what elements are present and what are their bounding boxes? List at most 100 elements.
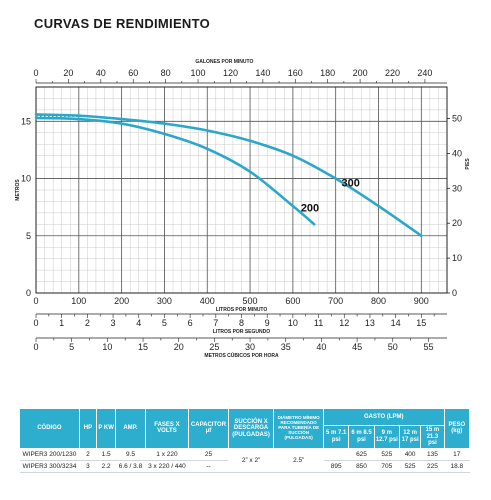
cell-g12: 525 [399, 460, 421, 473]
header-gasto: GASTO (LPM) [323, 408, 445, 426]
y-right-tick-label: 50 [452, 114, 462, 124]
top-tick-label: 40 [96, 68, 106, 78]
cell-p-kw: 1.5 [96, 448, 116, 461]
series-line-300 [34, 113, 423, 238]
top-tick-label: 140 [255, 68, 270, 78]
top-tick-label: 20 [63, 68, 73, 78]
lps-tick-label: 6 [188, 318, 193, 328]
cell-peso: 18.8 [444, 460, 470, 473]
cell-hp: 3 [79, 460, 97, 473]
x-tick-label: 400 [200, 296, 215, 306]
y-right-axis-label: PIES [465, 158, 471, 170]
top-tick-label: 240 [417, 68, 432, 78]
x-tick-label: 500 [243, 296, 258, 306]
header-codigo: CÓDIGO [19, 408, 80, 449]
lps-tick-label: 13 [365, 318, 375, 328]
top-tick-label: 180 [320, 68, 335, 78]
m3h-tick-label: 5 [69, 342, 74, 352]
x-tick-label: 800 [371, 296, 386, 306]
table-row: WIPER3 200/1230 2 1.5 9.5 1 x 220 25 2” … [19, 448, 470, 473]
header-diametro: DIÁMETRO MÍNIMO RECOMENDADO PARA TUBERÍA… [273, 408, 324, 449]
x-tick-label: 300 [157, 296, 172, 306]
header-hp: HP [78, 408, 98, 449]
x-axis-label: LITROS POR MINUTO [216, 307, 268, 313]
series-line-200 [34, 116, 316, 226]
cell-g9: 705 [374, 460, 400, 473]
header-gasto-9m: 9 m 12.7 psi [373, 425, 400, 449]
cell-g15: 135 [420, 448, 445, 461]
y-axis-label: METROS [15, 179, 21, 201]
top-tick-label: 200 [353, 68, 368, 78]
header-gasto-5m: 5 m 7.1 psi [322, 425, 350, 449]
m3h-tick-label: 55 [423, 342, 433, 352]
top-tick-label: 120 [223, 68, 238, 78]
top-axis-label: GALONES POR MINUTO [195, 59, 253, 65]
lps-tick-label: 4 [136, 318, 141, 328]
header-amp: AMP. [115, 408, 146, 449]
x-tick-label: 600 [285, 296, 300, 306]
lps-tick-label: 8 [239, 318, 244, 328]
lps-tick-label: 15 [416, 318, 426, 328]
lps-tick-label: 9 [265, 318, 270, 328]
m3h-tick-label: 25 [209, 342, 219, 352]
cell-g9: 525 [374, 448, 400, 461]
y-tick-label: 0 [26, 288, 31, 298]
series-label-200: 200 [301, 203, 319, 215]
lps-tick-label: 12 [339, 318, 349, 328]
header-succion: SUCCIÓN X DESCARGA (PULGADAS) [227, 408, 275, 449]
header-peso: PESO (kg) [443, 408, 471, 449]
chart-title: CURVAS DE RENDIMIENTO [34, 16, 211, 31]
x-tick-label: 900 [414, 296, 429, 306]
cell-codigo: WIPER3 300/3234 [19, 460, 80, 473]
m3h-tick-label: 35 [281, 342, 291, 352]
y-right-tick-label: 30 [452, 183, 462, 193]
cell-amp: 6.6 / 3.8 [115, 460, 146, 473]
y-right-tick-label: 20 [452, 218, 462, 228]
lps-tick-label: 0 [33, 318, 38, 328]
lps-tick-label: 11 [314, 318, 323, 328]
cell-g12: 400 [399, 448, 421, 461]
header-capacitor: CAPACITOR µf [188, 408, 229, 449]
cell-g15: 225 [420, 460, 445, 473]
m3h-tick-label: 50 [388, 342, 398, 352]
cell-g6: 625 [348, 448, 375, 461]
x-tick-label: 200 [114, 296, 129, 306]
cell-g5: 895 [323, 460, 349, 473]
specs-table: CÓDIGO HP P KW AMP. FASES X VOLTS CAPACI… [19, 408, 471, 473]
cell-codigo: WIPER3 200/1230 [19, 448, 80, 461]
lps-tick-label: 2 [85, 318, 90, 328]
cell-g5 [323, 448, 349, 461]
lps-tick-label: 5 [162, 318, 167, 328]
m3h-tick-label: 10 [102, 342, 112, 352]
m3h-tick-label: 30 [245, 342, 255, 352]
x-tick-label: 700 [328, 296, 343, 306]
series-label-300: 300 [341, 178, 359, 190]
header-gasto-6m: 6 m 8.5 psi [348, 425, 375, 449]
x-tick-label: 0 [33, 296, 38, 306]
y-tick-label: 15 [21, 116, 31, 126]
plot-frame [35, 86, 448, 294]
cell-capacitor: -- [188, 460, 229, 473]
cell-diametro: 2.5” [273, 448, 324, 473]
cell-peso: 17 [444, 448, 470, 461]
lps-tick-label: 1 [59, 318, 64, 328]
top-tick-label: 60 [128, 68, 138, 78]
m3h-tick-label: 15 [138, 342, 148, 352]
table-row: WIPER3 300/3234 3 2.2 6.6 / 3.8 3 x 220 … [19, 460, 470, 473]
header-gasto-15m: 15 m 21.3 psi [420, 425, 445, 449]
cell-fases: 1 x 220 [145, 448, 189, 461]
top-tick-label: 220 [385, 68, 400, 78]
top-tick-label: 100 [191, 68, 206, 78]
cell-fases: 3 x 220 / 440 [145, 460, 189, 473]
m3h-tick-label: 45 [352, 342, 362, 352]
y-tick-label: 10 [21, 174, 31, 184]
lps-tick-label: 7 [213, 318, 218, 328]
m3h-tick-label: 40 [316, 342, 326, 352]
top-tick-label: 0 [33, 68, 38, 78]
top-tick-label: 160 [288, 68, 303, 78]
cell-succion: 2” x 2” [228, 448, 274, 473]
lps-tick-label: 10 [288, 318, 298, 328]
lps-axis-label: LITROS POR SEGUNDO [213, 329, 270, 335]
cell-amp: 9.5 [115, 448, 146, 461]
